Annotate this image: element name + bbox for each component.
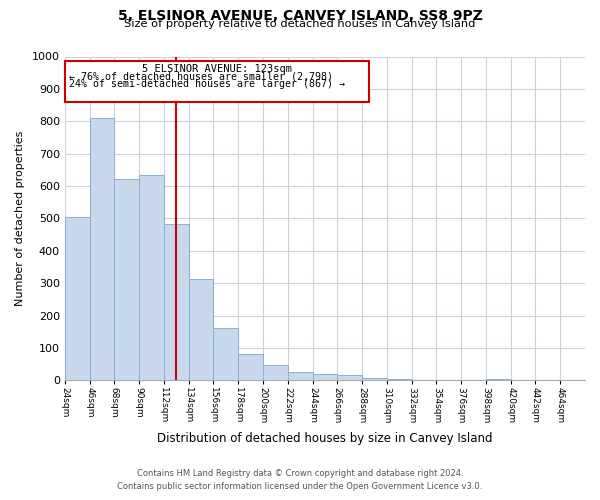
Bar [263,365,288,380]
Bar [313,374,337,380]
Text: Size of property relative to detached houses in Canvey Island: Size of property relative to detached ho… [124,19,476,29]
Bar [164,224,188,380]
Bar [139,176,164,380]
Text: Contains HM Land Registry data © Crown copyright and database right 2024.
Contai: Contains HM Land Registry data © Crown c… [118,470,482,491]
Text: 24% of semi-detached houses are larger (867) →: 24% of semi-detached houses are larger (… [70,78,346,88]
Bar [337,376,362,380]
Bar [486,378,511,380]
X-axis label: Distribution of detached houses by size in Canvey Island: Distribution of detached houses by size … [157,432,493,445]
Bar [238,354,263,380]
Text: 5 ELSINOR AVENUE: 123sqm: 5 ELSINOR AVENUE: 123sqm [142,64,292,74]
Bar [115,179,139,380]
Bar [65,217,89,380]
Bar [288,372,313,380]
Bar [214,328,238,380]
Y-axis label: Number of detached properties: Number of detached properties [15,130,25,306]
Bar [188,279,214,380]
Bar [89,118,115,380]
Text: 5, ELSINOR AVENUE, CANVEY ISLAND, SS8 9PZ: 5, ELSINOR AVENUE, CANVEY ISLAND, SS8 9P… [118,9,482,23]
Bar [65,62,369,102]
Text: ← 76% of detached houses are smaller (2,798): ← 76% of detached houses are smaller (2,… [70,71,334,81]
Bar [362,378,387,380]
